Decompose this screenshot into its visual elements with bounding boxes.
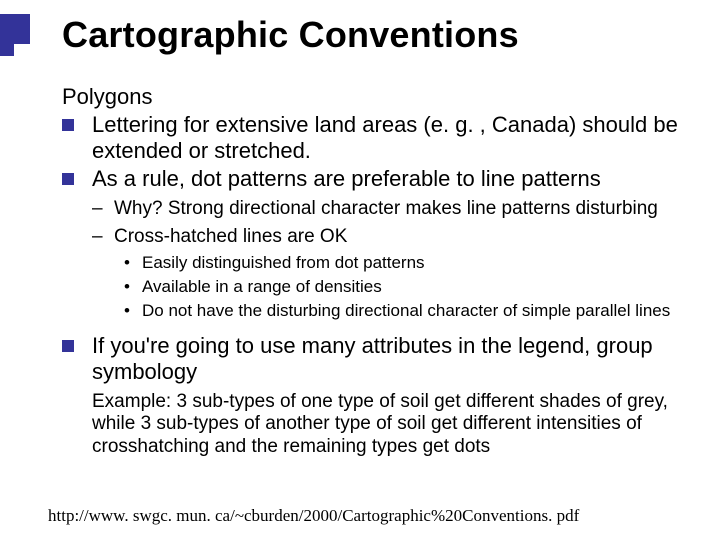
- bullet-text: Lettering for extensive land areas (e. g…: [92, 112, 678, 163]
- accent-bar: [0, 14, 30, 44]
- bullet-level3: Available in a range of densities: [124, 277, 690, 297]
- square-bullet-icon: [62, 119, 74, 131]
- bullet-level1: Lettering for extensive land areas (e. g…: [62, 112, 690, 164]
- bullet-level3: Do not have the disturbing directional c…: [124, 301, 690, 321]
- subheading: Polygons: [62, 84, 690, 110]
- bullet-text: If you're going to use many attributes i…: [92, 333, 653, 384]
- bullet-level2: Cross-hatched lines are OK: [92, 226, 690, 248]
- bullet-text: Why? Strong directional character makes …: [114, 198, 658, 219]
- bullet-text: Available in a range of densities: [142, 277, 382, 296]
- bullet-text: As a rule, dot patterns are preferable t…: [92, 166, 601, 191]
- bullet-level1: As a rule, dot patterns are preferable t…: [62, 166, 690, 192]
- bullet-text: Do not have the disturbing directional c…: [142, 301, 670, 320]
- bullet-text: Easily distinguished from dot patterns: [142, 253, 425, 272]
- square-bullet-icon: [62, 340, 74, 352]
- slide-title: Cartographic Conventions: [62, 14, 519, 56]
- bullet-level3: Easily distinguished from dot patterns: [124, 253, 690, 273]
- example-text: Example: 3 sub-types of one type of soil…: [92, 391, 690, 458]
- slide-body: Polygons Lettering for extensive land ar…: [62, 84, 690, 458]
- bullet-level2: Why? Strong directional character makes …: [92, 198, 690, 220]
- square-bullet-icon: [62, 173, 74, 185]
- bullet-level1: If you're going to use many attributes i…: [62, 333, 690, 385]
- slide: Cartographic Conventions Polygons Letter…: [0, 0, 720, 540]
- accent-tab: [0, 44, 14, 56]
- bullet-text: Cross-hatched lines are OK: [114, 226, 347, 247]
- footer-url: http://www. swgc. mun. ca/~cburden/2000/…: [48, 506, 579, 526]
